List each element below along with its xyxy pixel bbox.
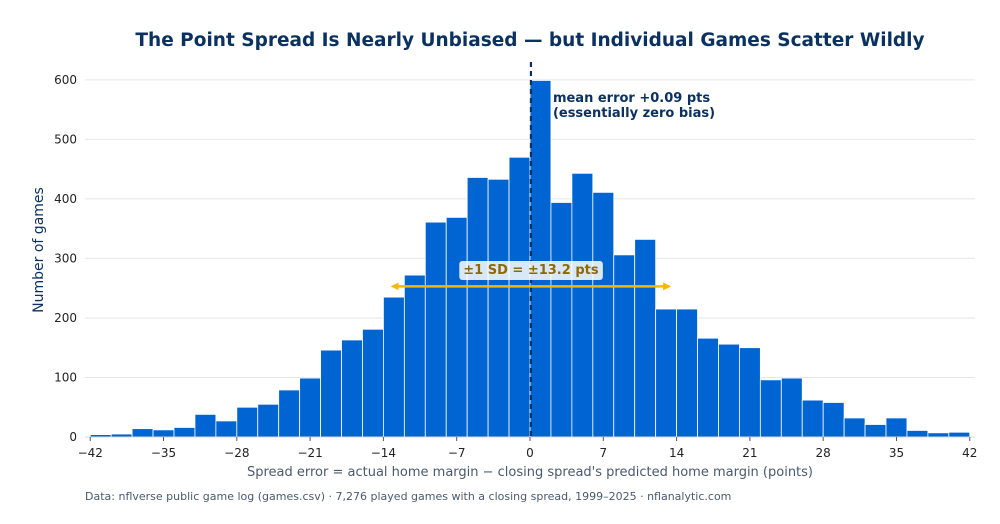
x-tick-label: 28 — [816, 446, 831, 460]
x-tick-label: 14 — [669, 446, 684, 460]
y-tick-label: 100 — [54, 370, 77, 384]
histogram-bar — [634, 238, 657, 438]
histogram-bar — [571, 172, 594, 438]
histogram-bar — [801, 399, 824, 438]
histogram-bar — [403, 274, 426, 438]
x-tick-label: 0 — [526, 446, 534, 460]
histogram-bar — [508, 156, 531, 438]
histogram-bar — [529, 80, 552, 438]
histogram-bar — [445, 216, 468, 438]
histogram-bar — [739, 347, 761, 438]
histogram-bar — [424, 221, 447, 438]
histogram-bar — [341, 339, 363, 438]
histogram-bar — [299, 377, 321, 438]
histogram-bar — [906, 430, 929, 438]
mean-annotation-line1: mean error +0.09 pts — [553, 91, 710, 106]
x-tick-label: 7 — [599, 446, 607, 460]
histogram-bar — [885, 417, 908, 438]
histogram-bar — [780, 377, 803, 438]
x-tick-label: −14 — [371, 446, 396, 460]
x-tick-label: 35 — [889, 446, 904, 460]
histogram-bar — [257, 403, 280, 438]
histogram-bar — [236, 406, 259, 438]
histogram-bar — [383, 296, 405, 438]
histogram-bar — [215, 420, 238, 438]
histogram-bar — [362, 328, 384, 438]
histogram-bar — [864, 424, 887, 438]
histogram-bar — [487, 178, 510, 438]
histogram-bar — [927, 432, 950, 438]
histogram-bar — [550, 202, 573, 438]
sd-annotation-label: ±1 SD = ±13.2 pts — [463, 263, 599, 278]
y-tick-label: 200 — [54, 311, 77, 325]
histogram-bar — [613, 254, 636, 438]
x-tick-label: −21 — [297, 446, 322, 460]
y-tick-label: 0 — [69, 430, 77, 444]
mean-annotation-line2: (essentially zero bias) — [553, 106, 715, 121]
x-tick-label: 21 — [742, 446, 757, 460]
y-tick-label: 600 — [54, 73, 77, 87]
histogram-bar — [194, 413, 217, 438]
histogram-bar — [152, 429, 175, 438]
y-axis-label: Number of games — [31, 187, 47, 313]
histogram-bar — [759, 379, 782, 438]
sd-label-background — [459, 261, 603, 280]
histogram-bar — [173, 427, 196, 438]
histogram-bar — [655, 308, 677, 438]
y-tick-label: 400 — [54, 192, 77, 206]
histogram-bar — [131, 428, 154, 438]
x-tick-label: −42 — [78, 446, 103, 460]
x-tick-label: −35 — [151, 446, 176, 460]
y-tick-label: 300 — [54, 251, 77, 265]
histogram-bar — [466, 177, 489, 438]
y-tick-label: 500 — [54, 132, 77, 146]
histogram-bar — [948, 431, 971, 438]
histogram-bar — [676, 308, 698, 438]
histogram-bar — [278, 389, 301, 438]
histogram-bar — [843, 417, 866, 438]
histogram-bar — [718, 343, 740, 438]
x-tick-label: −28 — [224, 446, 249, 460]
chart-title: The Point Spread Is Nearly Unbiased — bu… — [135, 30, 924, 51]
histogram-bar — [822, 402, 845, 438]
annotation-layer: mean error +0.09 pts (essentially zero b… — [390, 62, 715, 437]
x-axis-label: Spread error = actual home margin − clos… — [247, 465, 813, 480]
bar-layer — [89, 80, 971, 438]
x-tick-label: −7 — [448, 446, 466, 460]
axis-layer: 0 100 200 300 400 500 600 −42 −35 −28 −21 −14 −7 0 7 14… — [54, 73, 977, 460]
source-note: Data: nflverse public game log (games.cs… — [85, 490, 731, 503]
histogram-bar — [697, 337, 719, 438]
x-tick-label: 42 — [962, 446, 977, 460]
histogram-bar — [320, 349, 342, 438]
histogram-bar — [592, 191, 615, 438]
